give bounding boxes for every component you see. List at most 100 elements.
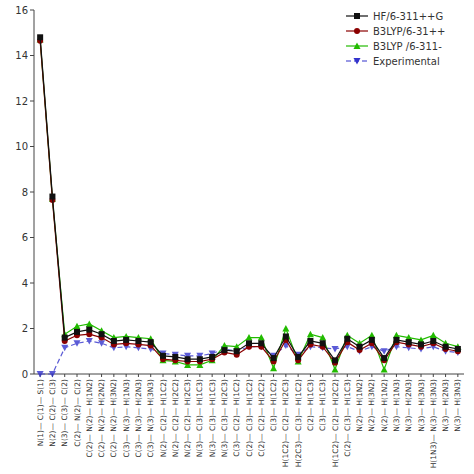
x-tick <box>199 374 200 377</box>
point <box>86 320 93 327</box>
y-tick-label: 14 <box>15 50 28 61</box>
point <box>393 337 399 343</box>
x-tick <box>457 374 458 377</box>
point <box>185 356 191 362</box>
y-tick <box>30 55 34 56</box>
point <box>295 354 301 360</box>
x-tick-label: H(1C2)— C(2)— H(2C2) <box>331 379 340 467</box>
series-line <box>40 37 458 360</box>
point <box>148 339 154 345</box>
plot-area <box>37 34 462 377</box>
y-tick-label: 16 <box>15 5 28 16</box>
x-tick <box>113 374 114 377</box>
point <box>86 327 92 333</box>
x-tick <box>445 374 446 377</box>
x-tick-label: N(1)— C(1)— S(1) <box>36 379 45 446</box>
series <box>37 36 462 372</box>
x-tick <box>64 374 65 377</box>
point <box>455 346 461 352</box>
point <box>49 371 56 378</box>
x-tick-label: N(3)— C(3)— H(2C3) <box>220 379 229 457</box>
y-tick <box>30 374 34 375</box>
point <box>307 331 314 338</box>
y-tick-label: 8 <box>22 187 28 198</box>
point <box>172 354 178 360</box>
y-tick <box>30 283 34 284</box>
point <box>320 340 326 346</box>
x-tick-label: N(3)— C(3)— C(2) <box>60 379 69 447</box>
x-tick-label: C(2)— N(2)— C(2) <box>73 379 82 447</box>
y-tick <box>30 146 34 147</box>
y-tick <box>30 237 34 238</box>
x-tick-label: N(3)— C(3)— H(1C3) <box>195 379 204 457</box>
x-tick <box>408 374 409 377</box>
point <box>111 338 117 344</box>
point <box>135 338 141 344</box>
x-tick-label: H(1C2)— C(2)— H(2C3) <box>281 379 290 467</box>
x-tick <box>236 374 237 377</box>
x-tick <box>150 374 151 377</box>
x-tick-label: H(2C3)— C(3)— H(1C2) <box>294 379 303 467</box>
x-tick-label: C(2)— C(3)— H(1C3) <box>343 379 352 457</box>
x-tick-label: N(2)— C(2)— H(1C2) <box>159 379 168 457</box>
y-tick <box>30 10 34 11</box>
point <box>74 323 81 330</box>
x-tick-label: N(3)— H(1N3) <box>392 379 401 432</box>
point <box>443 344 449 350</box>
y-tick-label: 2 <box>22 323 28 334</box>
x-tick <box>261 374 262 377</box>
x-tick <box>396 374 397 377</box>
y-tick <box>30 101 34 102</box>
x-tick <box>212 374 213 377</box>
legend-marker <box>354 28 360 34</box>
point <box>234 348 240 354</box>
x-tick-label: N(3)— H(2N3) <box>404 379 413 432</box>
point <box>123 337 129 343</box>
point <box>381 366 388 373</box>
point <box>258 340 264 346</box>
point <box>282 325 289 332</box>
point <box>332 366 339 373</box>
x-tick <box>187 374 188 377</box>
x-tick <box>371 374 372 377</box>
x-tick <box>359 374 360 377</box>
x-tick-label: C(3)— H(1C3) <box>318 379 327 431</box>
series <box>37 338 462 377</box>
y-tick-label: 6 <box>22 232 28 243</box>
point <box>221 347 227 353</box>
y-tick-label: 10 <box>15 141 28 152</box>
x-tick-label: C(3)— N(3)— H(1N3) <box>122 379 131 458</box>
x-tick <box>249 374 250 377</box>
x-tick-label: C(2)— N(2)— H(2N2) <box>97 379 106 458</box>
point <box>197 356 203 362</box>
point <box>430 338 436 344</box>
x-tick <box>310 374 311 377</box>
x-tick-label: N(2)— C(2)— H(2C3) <box>183 379 192 457</box>
x-tick-label: C(3)— H(1C2) <box>269 379 278 431</box>
x-tick <box>335 374 336 377</box>
point <box>160 353 166 359</box>
point <box>406 339 412 345</box>
y-tick <box>30 192 34 193</box>
x-tick-label: C(2)— N(2)— H(3N2) <box>109 379 118 458</box>
x-tick <box>126 374 127 377</box>
series <box>37 38 461 366</box>
y-tick-label: 4 <box>22 278 28 289</box>
x-tick <box>322 374 323 377</box>
point <box>98 340 105 347</box>
point <box>37 371 44 378</box>
legend-label: B3LYP/6-31++ <box>373 26 445 37</box>
x-tick-label: C(2)— H(1C3) <box>306 379 315 431</box>
series-line <box>40 40 458 370</box>
x-tick <box>421 374 422 377</box>
legend-label: B3LYP /6-311- <box>373 41 442 52</box>
chart: 0246810121416N(1)— C(1)— S(1)N(2)— C(2)—… <box>0 0 474 474</box>
x-tick <box>347 374 348 377</box>
point <box>74 340 81 347</box>
point <box>319 334 326 341</box>
point <box>61 345 68 352</box>
legend: HF/6-311++GB3LYP/6-31++B3LYP /6-311-Expe… <box>346 11 445 67</box>
x-tick-label: H(1N3)— N(3)— H(3N3) <box>429 379 438 468</box>
x-tick-label: N(3)— H(3N3) <box>453 379 462 432</box>
y-tick-label: 0 <box>22 369 28 380</box>
